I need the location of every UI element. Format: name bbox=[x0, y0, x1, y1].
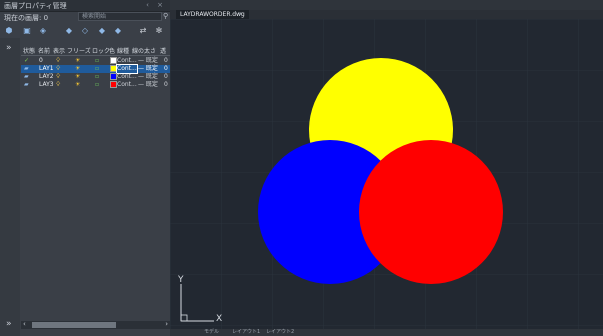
transparency[interactable]: 0 bbox=[164, 81, 168, 88]
drawing-canvas[interactable]: Y X bbox=[170, 19, 603, 329]
lineweight[interactable]: — 既定 bbox=[138, 57, 158, 64]
red-circle[interactable] bbox=[359, 140, 503, 284]
file-tab-bar: LAYDRAWORDER.dwg × bbox=[170, 10, 603, 19]
sun-thaw-icon[interactable]: ☀ bbox=[75, 65, 81, 72]
header-name[interactable]: 名前 bbox=[38, 48, 51, 55]
refresh-icon[interactable]: ⇄ bbox=[139, 25, 147, 35]
layout-tab-strip: モデル レイアウト1 レイアウト2 bbox=[170, 329, 603, 336]
linetype[interactable]: Cont... bbox=[117, 81, 137, 88]
layer-row[interactable]: ▰ LAY2 💡︎ ☀ ▫ Cont... — 既定 0 bbox=[21, 73, 170, 81]
header-color[interactable]: 色 bbox=[109, 48, 116, 55]
file-tab[interactable]: LAYDRAWORDER.dwg bbox=[176, 10, 249, 19]
header-transparency[interactable]: 透 bbox=[160, 48, 167, 55]
scroll-right-icon[interactable]: › bbox=[165, 320, 168, 328]
color-swatch[interactable] bbox=[110, 57, 117, 64]
ucs-icon: Y X bbox=[177, 275, 222, 324]
lineweight[interactable]: — 既定 bbox=[138, 65, 158, 72]
unlock-icon[interactable]: ▫ bbox=[95, 65, 100, 72]
layer-properties-panel bbox=[0, 0, 170, 336]
bulb-on-icon[interactable]: 💡︎ bbox=[56, 57, 61, 64]
delete-layer-icon[interactable]: ◆ bbox=[98, 25, 106, 35]
color-swatch[interactable] bbox=[110, 73, 117, 80]
header-linetype[interactable]: 線種 bbox=[117, 48, 130, 55]
header-freeze[interactable]: フリーズ bbox=[67, 48, 91, 55]
layer-status-icon: ▰ bbox=[24, 65, 29, 72]
panel-titlebar[interactable]: 画層プロパティ管理 ‹ × bbox=[0, 0, 170, 12]
transparency[interactable]: 0 bbox=[164, 65, 168, 72]
header-lineweight[interactable]: 線の太さ bbox=[132, 48, 157, 55]
sun-thaw-icon[interactable]: ☀ bbox=[75, 73, 81, 80]
linetype[interactable]: Cont... bbox=[116, 64, 138, 74]
transparency[interactable]: 0 bbox=[164, 73, 168, 80]
table-horizontal-scrollbar[interactable]: ‹ › bbox=[21, 320, 170, 329]
new-property-filter-icon[interactable]: ⬢ bbox=[5, 25, 13, 35]
unlock-icon[interactable]: ▫ bbox=[95, 81, 100, 88]
panel-status-row: 現在の画層: 0 検索開始 ⚲ bbox=[0, 12, 170, 22]
filter-tree-collapsed: » » bbox=[0, 38, 20, 336]
settings-gear-icon[interactable]: ✻ bbox=[155, 25, 163, 35]
unlock-icon[interactable]: ▫ bbox=[95, 57, 100, 64]
layer-name: 0 bbox=[39, 57, 43, 64]
scroll-thumb[interactable] bbox=[32, 322, 116, 328]
new-layer-vp-frozen-icon[interactable]: ◇ bbox=[81, 25, 89, 35]
layout-tab-2[interactable]: レイアウト2 bbox=[266, 329, 295, 335]
layer-search-input[interactable]: 検索開始 bbox=[78, 12, 162, 21]
blue-circle[interactable] bbox=[258, 140, 402, 284]
search-icon[interactable]: ⚲ bbox=[163, 12, 169, 20]
lineweight[interactable]: — 既定 bbox=[138, 73, 158, 80]
linetype[interactable]: Cont... bbox=[117, 73, 137, 80]
drawing-svg: Y X bbox=[170, 19, 603, 329]
set-current-icon[interactable]: ◆ bbox=[114, 25, 122, 35]
lineweight[interactable]: — 既定 bbox=[138, 81, 158, 88]
layer-status-icon: ▰ bbox=[24, 73, 29, 80]
new-group-filter-icon[interactable]: ▣ bbox=[23, 25, 31, 35]
layer-toolbar: ⬢ ▣ ◈ ◆ ◇ ◆ ◆ ⇄ ✻ bbox=[0, 23, 170, 37]
bulb-on-icon[interactable]: 💡︎ bbox=[56, 73, 61, 80]
header-status[interactable]: 状態 bbox=[23, 48, 36, 55]
layer-name: LAY2 bbox=[39, 73, 54, 80]
ucs-x-label: X bbox=[216, 314, 222, 324]
layer-states-manager-icon[interactable]: ◈ bbox=[39, 25, 47, 35]
tab-close-icon[interactable]: × bbox=[238, 11, 244, 18]
layout-tab-model[interactable]: モデル bbox=[204, 329, 220, 335]
layer-row[interactable]: ▰ LAY1 💡︎ ☀ ▫ Cont... — 既定 0 bbox=[21, 64, 170, 74]
header-lock[interactable]: ロック bbox=[92, 48, 111, 55]
new-layer-icon[interactable]: ◆ bbox=[65, 25, 73, 35]
expand-filter-bottom-icon[interactable]: » bbox=[6, 319, 12, 329]
layer-row[interactable]: ▰ LAY3 💡︎ ☀ ▫ Cont... — 既定 0 bbox=[21, 81, 170, 89]
transparency[interactable]: 0 bbox=[164, 57, 168, 64]
layer-status-icon: ▰ bbox=[24, 81, 29, 88]
panel-title: 画層プロパティ管理 bbox=[4, 2, 67, 10]
ucs-y-label: Y bbox=[177, 275, 184, 285]
bulb-on-icon[interactable]: 💡︎ bbox=[56, 81, 61, 88]
layer-row[interactable]: ✓ 0 💡︎ ☀ ▫ Cont... — 既定 0 bbox=[21, 57, 170, 65]
color-swatch[interactable] bbox=[110, 65, 117, 72]
layer-name: LAY1 bbox=[39, 65, 54, 72]
linetype[interactable]: Cont... bbox=[117, 57, 137, 64]
layout-tab-1[interactable]: レイアウト1 bbox=[232, 329, 261, 335]
drawing-top-strip bbox=[170, 0, 603, 10]
color-swatch[interactable] bbox=[110, 81, 117, 88]
header-on[interactable]: 表示 bbox=[53, 48, 66, 55]
unlock-icon[interactable]: ▫ bbox=[95, 73, 100, 80]
sun-thaw-icon[interactable]: ☀ bbox=[75, 81, 81, 88]
layer-name: LAY3 bbox=[39, 81, 54, 88]
sun-thaw-icon[interactable]: ☀ bbox=[75, 57, 81, 64]
layer-table-header: 状態 名前 表示 フリーズ ロック 色 線種 線の太さ 透 bbox=[21, 44, 170, 56]
expand-filter-icon[interactable]: » bbox=[6, 43, 12, 53]
scroll-left-icon[interactable]: ‹ bbox=[23, 320, 26, 328]
bulb-on-icon[interactable]: 💡︎ bbox=[56, 65, 61, 72]
current-check-icon: ✓ bbox=[24, 57, 30, 64]
current-layer-label: 現在の画層: 0 bbox=[4, 14, 49, 22]
panel-window-controls[interactable]: ‹ × bbox=[146, 1, 166, 9]
